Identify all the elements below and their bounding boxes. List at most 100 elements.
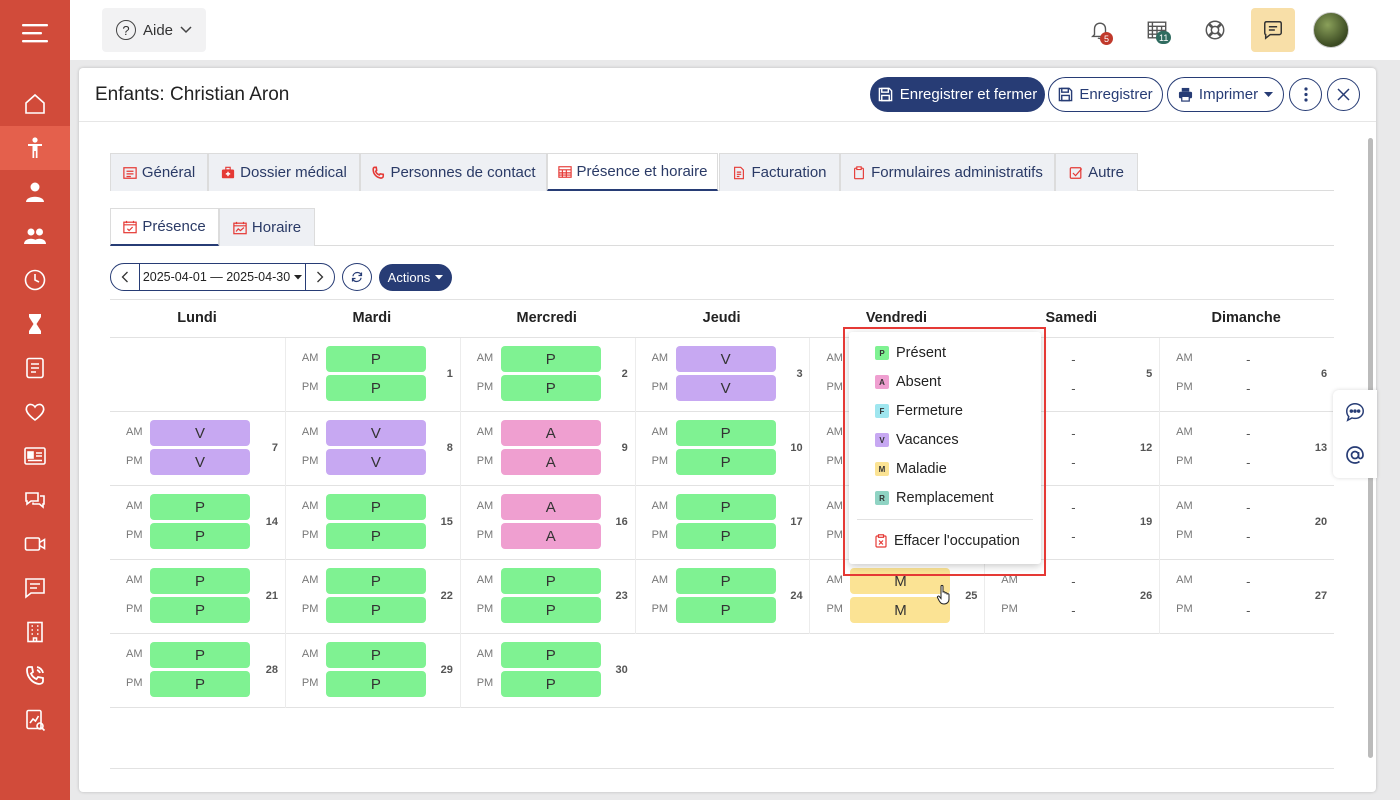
attendance-status-am[interactable]: P bbox=[150, 494, 250, 520]
empty-slot[interactable]: - bbox=[1246, 529, 1251, 544]
sidebar-item-buildings[interactable] bbox=[0, 610, 70, 654]
attendance-status-am[interactable]: P bbox=[150, 568, 250, 594]
tab-general[interactable]: Général bbox=[110, 153, 208, 191]
date-range-select[interactable]: 2025-04-01 — 2025-04-30 bbox=[139, 264, 306, 290]
empty-slot[interactable]: - bbox=[1071, 574, 1076, 589]
sidebar-item-health[interactable] bbox=[0, 390, 70, 434]
empty-slot[interactable]: - bbox=[1246, 426, 1251, 441]
attendance-status-am[interactable]: P bbox=[675, 420, 776, 446]
more-options-button[interactable] bbox=[1289, 78, 1322, 111]
attendance-status-pm[interactable]: P bbox=[325, 671, 426, 697]
attendance-status-am[interactable]: P bbox=[325, 494, 426, 520]
attendance-status-am[interactable]: P bbox=[325, 346, 426, 372]
sidebar-item-cards[interactable] bbox=[0, 434, 70, 478]
attendance-status-am[interactable]: M bbox=[850, 568, 951, 594]
attendance-status-pm[interactable]: P bbox=[150, 523, 250, 549]
attendance-status-am[interactable]: P bbox=[500, 346, 601, 372]
attendance-status-pm[interactable]: A bbox=[500, 449, 601, 475]
save-button[interactable]: Enregistrer bbox=[1048, 77, 1163, 112]
empty-slot[interactable]: - bbox=[1246, 603, 1251, 618]
next-period-button[interactable] bbox=[306, 264, 334, 290]
status-option-f[interactable]: F Fermeture bbox=[875, 400, 963, 422]
status-option-p[interactable]: P Présent bbox=[875, 342, 946, 364]
attendance-status-am[interactable]: A bbox=[500, 420, 601, 446]
sidebar-item-groups[interactable] bbox=[0, 214, 70, 258]
save-and-close-button[interactable]: Enregistrer et fermer bbox=[870, 77, 1045, 112]
tab-billing[interactable]: Facturation bbox=[719, 153, 840, 191]
empty-slot[interactable]: - bbox=[1071, 529, 1076, 544]
help-button[interactable]: ? Aide bbox=[102, 8, 206, 52]
subtab-presence[interactable]: Présence bbox=[110, 208, 219, 246]
attendance-status-pm[interactable]: P bbox=[500, 671, 601, 697]
subtab-schedule[interactable]: Horaire bbox=[219, 208, 315, 246]
sidebar-item-video[interactable] bbox=[0, 522, 70, 566]
actions-button[interactable]: Actions bbox=[379, 264, 452, 291]
sidebar-item-forms[interactable] bbox=[0, 346, 70, 390]
empty-slot[interactable]: - bbox=[1071, 455, 1076, 470]
attendance-status-am[interactable]: P bbox=[150, 642, 250, 668]
attendance-status-am[interactable]: P bbox=[500, 568, 601, 594]
calendar-button[interactable]: 11 bbox=[1143, 16, 1172, 44]
attendance-status-pm[interactable]: P bbox=[500, 597, 601, 623]
tab-medical[interactable]: Dossier médical bbox=[208, 153, 360, 191]
status-option-r[interactable]: R Remplacement bbox=[875, 487, 994, 509]
sidebar-item-messages[interactable] bbox=[0, 566, 70, 610]
attendance-status-am[interactable]: P bbox=[675, 568, 776, 594]
tab-other[interactable]: Autre bbox=[1055, 153, 1138, 191]
empty-slot[interactable]: - bbox=[1071, 381, 1076, 396]
attendance-status-pm[interactable]: P bbox=[325, 375, 426, 401]
attendance-status-am[interactable]: A bbox=[500, 494, 601, 520]
avatar[interactable] bbox=[1313, 12, 1349, 48]
notifications-button[interactable]: 5 bbox=[1086, 16, 1114, 45]
attendance-status-pm[interactable]: P bbox=[500, 375, 601, 401]
chat-float-button[interactable] bbox=[1343, 400, 1367, 424]
attendance-status-pm[interactable]: P bbox=[675, 597, 776, 623]
empty-slot[interactable]: - bbox=[1246, 381, 1251, 396]
previous-period-button[interactable] bbox=[111, 264, 139, 290]
sidebar-item-children[interactable] bbox=[0, 126, 70, 170]
sidebar-item-reports[interactable] bbox=[0, 698, 70, 742]
clear-occupation-option[interactable]: Effacer l'occupation bbox=[875, 530, 1020, 552]
attendance-status-pm[interactable]: V bbox=[150, 449, 250, 475]
status-option-v[interactable]: V Vacances bbox=[875, 429, 959, 451]
empty-slot[interactable]: - bbox=[1246, 455, 1251, 470]
sidebar-item-waiting[interactable] bbox=[0, 302, 70, 346]
chat-button[interactable] bbox=[1251, 8, 1295, 52]
empty-slot[interactable]: - bbox=[1071, 352, 1076, 367]
tab-presence-schedule[interactable]: Présence et horaire bbox=[547, 153, 718, 191]
attendance-status-pm[interactable]: P bbox=[325, 523, 426, 549]
status-option-a[interactable]: A Absent bbox=[875, 371, 941, 393]
empty-slot[interactable]: - bbox=[1246, 574, 1251, 589]
attendance-status-pm[interactable]: V bbox=[675, 375, 776, 401]
attendance-status-pm[interactable]: P bbox=[675, 523, 776, 549]
attendance-status-am[interactable]: V bbox=[675, 346, 776, 372]
empty-slot[interactable]: - bbox=[1246, 500, 1251, 515]
tab-admin-forms[interactable]: Formulaires administratifs bbox=[840, 153, 1055, 191]
status-option-m[interactable]: M Maladie bbox=[875, 458, 947, 480]
refresh-button[interactable] bbox=[342, 263, 372, 291]
attendance-status-am[interactable]: V bbox=[325, 420, 426, 446]
attendance-status-am[interactable]: P bbox=[675, 494, 776, 520]
sidebar-item-home[interactable] bbox=[0, 82, 70, 126]
close-button[interactable] bbox=[1327, 78, 1360, 111]
support-button[interactable] bbox=[1201, 16, 1229, 44]
attendance-status-pm[interactable]: A bbox=[500, 523, 601, 549]
attendance-status-am[interactable]: P bbox=[325, 568, 426, 594]
menu-toggle-button[interactable] bbox=[0, 0, 70, 66]
attendance-status-am[interactable]: P bbox=[325, 642, 426, 668]
empty-slot[interactable]: - bbox=[1246, 352, 1251, 367]
sidebar-item-staff[interactable] bbox=[0, 170, 70, 214]
attendance-status-am[interactable]: P bbox=[500, 642, 601, 668]
attendance-status-pm[interactable]: P bbox=[150, 671, 250, 697]
attendance-status-pm[interactable]: P bbox=[325, 597, 426, 623]
empty-slot[interactable]: - bbox=[1071, 603, 1076, 618]
sidebar-item-chat[interactable] bbox=[0, 478, 70, 522]
sidebar-item-time[interactable] bbox=[0, 258, 70, 302]
empty-slot[interactable]: - bbox=[1071, 426, 1076, 441]
empty-slot[interactable]: - bbox=[1071, 500, 1076, 515]
tab-contacts[interactable]: Personnes de contact bbox=[360, 153, 547, 191]
attendance-status-pm[interactable]: P bbox=[675, 449, 776, 475]
print-button[interactable]: Imprimer bbox=[1167, 77, 1284, 112]
email-float-button[interactable] bbox=[1343, 443, 1367, 467]
attendance-status-pm[interactable]: P bbox=[150, 597, 250, 623]
